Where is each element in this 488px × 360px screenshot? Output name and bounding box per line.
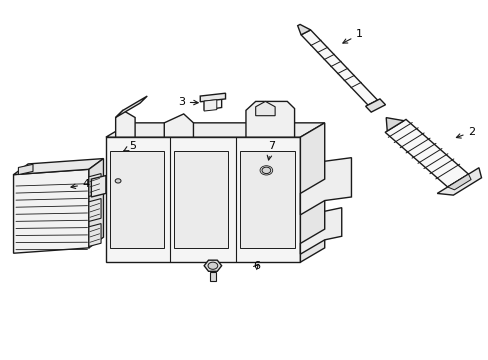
Polygon shape bbox=[91, 176, 106, 197]
Polygon shape bbox=[106, 137, 300, 262]
Text: 2: 2 bbox=[455, 127, 475, 138]
Polygon shape bbox=[386, 118, 403, 131]
Polygon shape bbox=[300, 123, 324, 262]
Polygon shape bbox=[447, 174, 470, 190]
Text: 3: 3 bbox=[178, 97, 198, 107]
Text: 5: 5 bbox=[123, 141, 136, 151]
Bar bbox=[110, 152, 164, 248]
Polygon shape bbox=[264, 176, 268, 181]
Polygon shape bbox=[200, 93, 225, 102]
Bar bbox=[174, 152, 228, 248]
Polygon shape bbox=[89, 158, 103, 248]
Polygon shape bbox=[164, 114, 193, 137]
Circle shape bbox=[262, 167, 270, 174]
Text: 6: 6 bbox=[253, 261, 260, 271]
Polygon shape bbox=[14, 158, 103, 175]
Polygon shape bbox=[385, 120, 468, 187]
Polygon shape bbox=[297, 24, 310, 35]
Polygon shape bbox=[89, 199, 101, 221]
Polygon shape bbox=[112, 178, 123, 184]
Text: 7: 7 bbox=[267, 141, 274, 160]
Polygon shape bbox=[209, 272, 215, 281]
Polygon shape bbox=[116, 111, 135, 137]
Polygon shape bbox=[14, 169, 89, 253]
Polygon shape bbox=[301, 30, 377, 105]
Polygon shape bbox=[436, 168, 481, 195]
Polygon shape bbox=[300, 208, 341, 254]
Text: 1: 1 bbox=[342, 29, 363, 43]
Polygon shape bbox=[255, 102, 275, 116]
Polygon shape bbox=[203, 260, 221, 271]
Polygon shape bbox=[365, 99, 385, 112]
Polygon shape bbox=[106, 123, 324, 137]
Polygon shape bbox=[245, 102, 294, 137]
Polygon shape bbox=[89, 174, 101, 197]
Polygon shape bbox=[89, 224, 101, 247]
Bar bbox=[240, 152, 294, 248]
Polygon shape bbox=[300, 158, 351, 215]
Polygon shape bbox=[258, 165, 274, 175]
Polygon shape bbox=[203, 100, 216, 111]
Polygon shape bbox=[116, 96, 147, 117]
Polygon shape bbox=[203, 96, 221, 111]
Polygon shape bbox=[19, 164, 33, 175]
Circle shape bbox=[115, 179, 121, 183]
Text: 4: 4 bbox=[71, 179, 90, 189]
Circle shape bbox=[207, 262, 217, 269]
